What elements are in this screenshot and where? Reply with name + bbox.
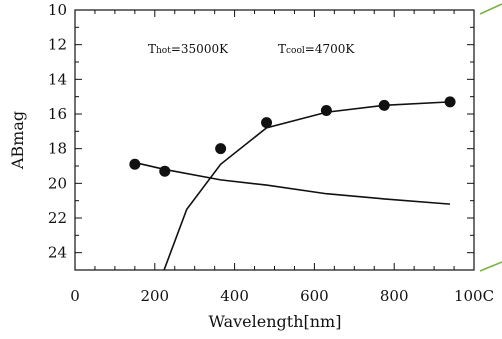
y-tick-label: 10 <box>48 1 67 19</box>
data-point <box>320 105 332 117</box>
series-line-2 <box>163 101 451 270</box>
y-tick-label: 12 <box>48 36 67 54</box>
decoration-line-top <box>479 3 502 15</box>
series-layer <box>129 96 456 270</box>
x-tick-label: 400 <box>220 287 249 305</box>
ticks-layer: 0 200 400 600 800 100C 10 12 14 16 18 20 22 24 <box>48 1 494 305</box>
series-line-1 <box>134 161 451 205</box>
annotation-cool: Tcool=4700K <box>278 42 355 56</box>
data-point <box>261 117 273 129</box>
y-tick-label: 16 <box>48 105 67 123</box>
x-tick-label: 600 <box>300 287 329 305</box>
x-tick-label: 100C <box>454 287 494 305</box>
data-point <box>159 165 171 177</box>
data-point <box>215 143 227 155</box>
y-tick-label: 22 <box>48 209 67 227</box>
x-axis-label: Wavelength[nm] <box>209 312 342 331</box>
y-tick-label: 24 <box>48 244 67 262</box>
data-point <box>129 158 141 170</box>
decoration-line-bottom <box>479 261 502 272</box>
y-axis-label: ABmag <box>8 111 27 170</box>
plot-frame <box>74 9 475 271</box>
x-tick-label: 200 <box>140 287 169 305</box>
x-tick-label: 800 <box>380 287 409 305</box>
y-tick-label: 14 <box>48 70 67 88</box>
annotation-hot: Thot=35000K <box>148 42 229 56</box>
x-tick-label: 0 <box>70 287 80 305</box>
y-tick-label: 20 <box>48 174 67 192</box>
y-tick-label: 18 <box>48 140 67 158</box>
